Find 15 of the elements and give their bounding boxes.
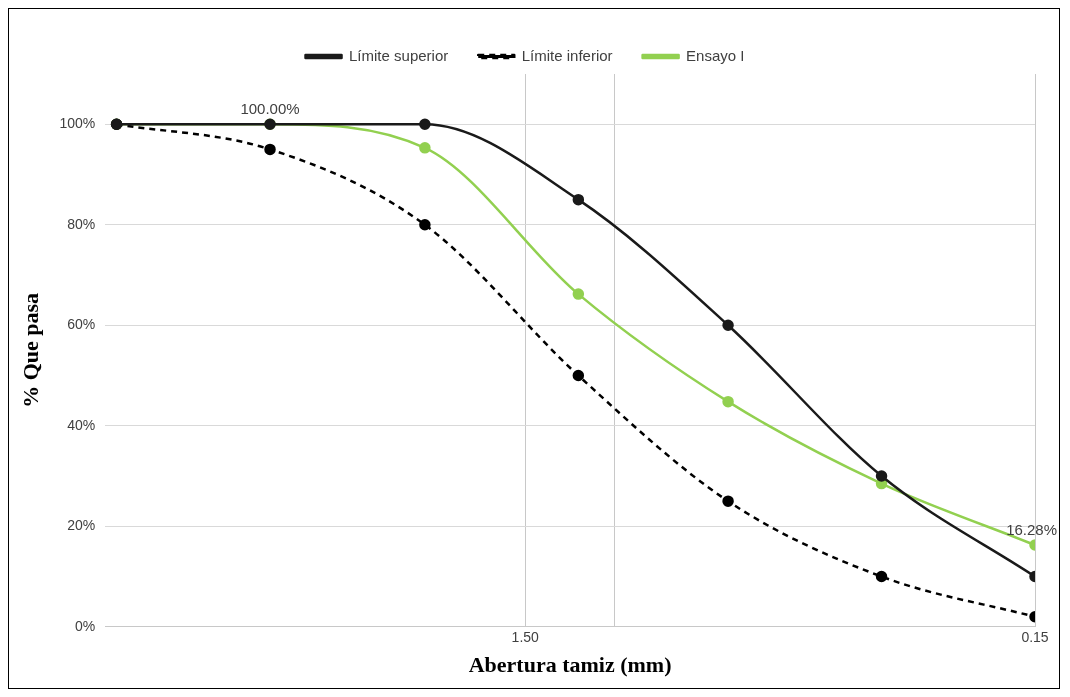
legend-label: Ensayo I (686, 46, 745, 64)
y-tick-label: 100% (59, 115, 96, 132)
x-tick-label: 0.15 (1021, 629, 1049, 646)
y-tick-label: 20% (67, 517, 96, 534)
data-label: 16.28% (1006, 521, 1057, 539)
legend-label: Límite inferior (521, 46, 613, 64)
x-axis-title: Abertura tamiz (mm) (468, 652, 672, 678)
data-label: 100.00% (240, 100, 300, 118)
x-tick-label: 1.50 (511, 629, 540, 646)
y-tick-label: 0% (74, 617, 96, 634)
legend-label: Límite superior (349, 46, 449, 64)
y-tick-label: 80% (67, 215, 96, 232)
y-tick-label: 40% (67, 416, 96, 433)
y-tick-label: 60% (67, 316, 96, 333)
y-axis-title: % Que pasa (17, 292, 43, 408)
